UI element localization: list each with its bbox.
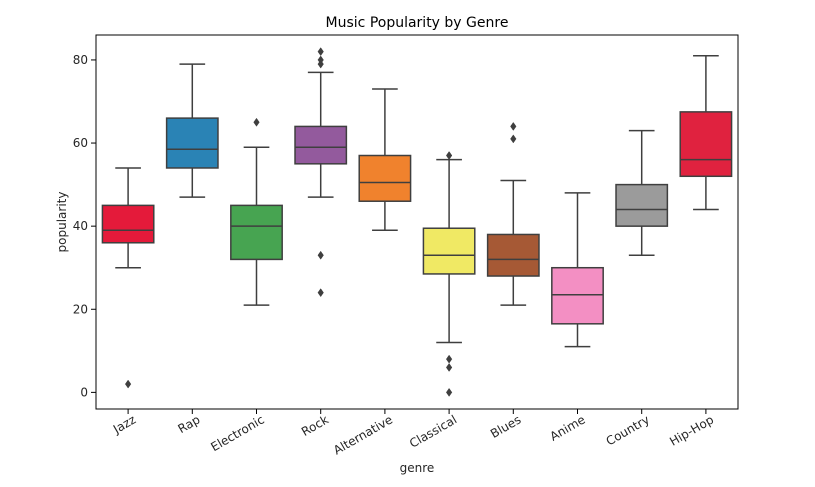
iqr-box [551,266,604,325]
outlier-point [317,47,324,57]
axes-frame [95,34,739,410]
outlier-point [510,134,517,144]
y-tick-label: 20 [73,302,88,316]
x-tick-label: Country [604,412,652,448]
box-rap [165,63,219,198]
outlier-point [253,117,260,127]
x-tick-label: Hip-Hop [667,412,716,448]
chart-title: Music Popularity by Genre [326,15,509,31]
x-axis-title: genre [400,461,435,475]
x-tick-label: Anime [548,412,588,443]
iqr-box [101,204,155,244]
box-blues [486,121,540,306]
iqr-box [679,111,733,178]
box-anime [551,192,604,348]
box-jazz [101,167,155,389]
box-hip-hop [679,55,733,211]
iqr-box [294,125,348,165]
box-alternative [358,88,412,232]
outlier-point [445,151,453,160]
x-tick-label: Electronic [208,412,266,454]
x-tick-label: Alternative [331,412,395,457]
x-tick-label: Jazz [110,412,138,436]
x-tick-label: Rap [176,412,203,436]
x-tick-label: Rock [299,412,331,438]
iqr-box [615,183,669,227]
box-electronic [230,117,283,306]
y-tick-label: 60 [73,136,88,150]
iqr-box [486,233,540,277]
x-tick-label: Classical [407,412,459,450]
iqr-box [230,204,283,261]
outlier-point [317,288,324,298]
y-tick-label: 0 [80,385,88,399]
x-tick-label: Blues [488,412,523,441]
box-rock [294,47,348,298]
y-tick-label: 40 [73,219,88,233]
outlier-point [445,363,453,372]
y-tick-label: 80 [73,53,88,67]
outlier-point [317,55,324,65]
outlier-point [445,354,453,364]
iqr-box [358,154,412,202]
box-classical [422,151,476,397]
box-country [615,129,669,256]
iqr-box [422,227,476,275]
plot-area: 0 20 40 60 80 Jazz Rap Electronic Rock Alternativ… [73,47,733,458]
outlier-point [124,379,132,389]
outlier-point [445,387,453,397]
y-axis-title: popularity [55,192,69,253]
outlier-point [317,250,324,260]
iqr-box [165,117,219,169]
outlier-point [510,121,517,131]
